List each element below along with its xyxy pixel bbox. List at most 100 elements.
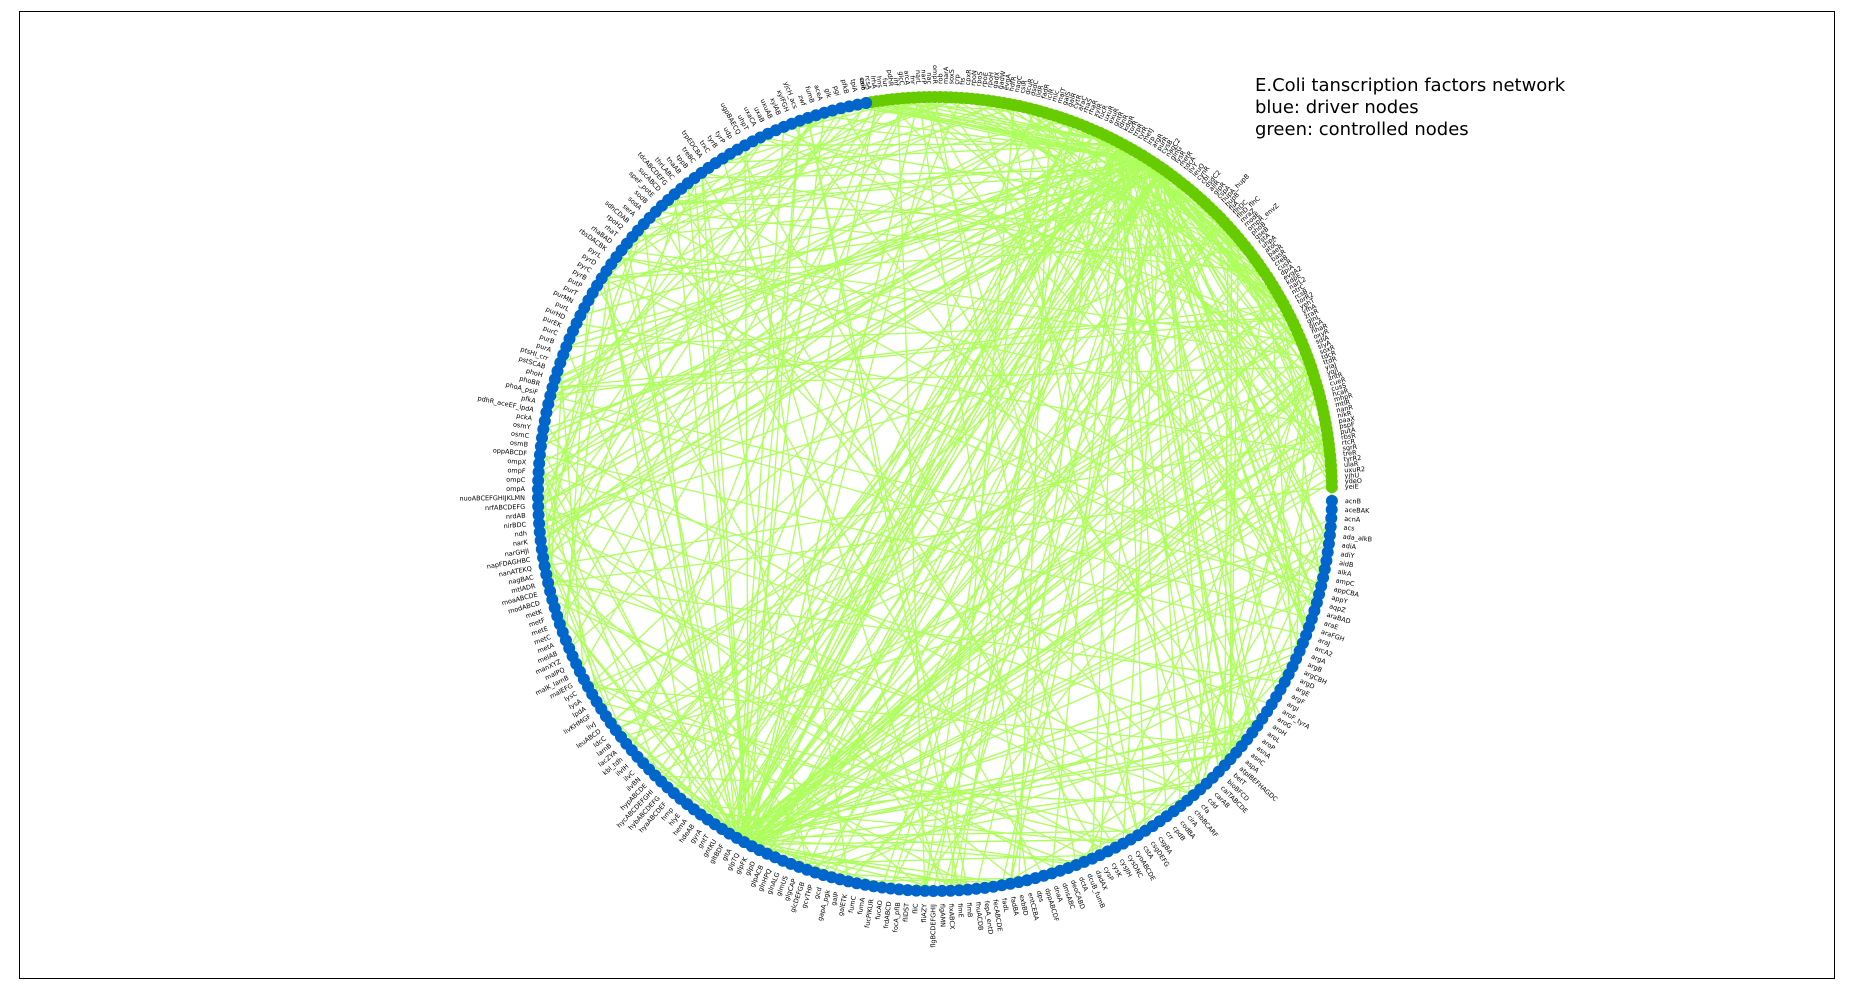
- node-label: nuoABCEFGHIJKLMN: [459, 494, 525, 503]
- network-edge: [736, 143, 1122, 839]
- node-label: alkA: [1337, 568, 1353, 579]
- network-edge: [591, 307, 1287, 695]
- node-label: aidB: [1339, 559, 1355, 569]
- driver-node: [532, 491, 544, 504]
- legend: E.Coli tanscription factors network blue…: [1255, 75, 1565, 141]
- network-edge: [552, 599, 1093, 860]
- node-label: fimB: [965, 902, 974, 917]
- node-label: fhuACDB: [974, 901, 985, 931]
- node-label: ydeO: [1345, 477, 1362, 486]
- driver-node: [918, 884, 931, 897]
- network-edge: [751, 126, 1086, 847]
- node-label: crr: [1164, 830, 1176, 842]
- network-edge: [606, 270, 1320, 595]
- node-label: rpoS: [975, 71, 985, 87]
- network-edge: [1113, 139, 1237, 753]
- network-edge: [601, 241, 1242, 279]
- node-label: lrhA: [869, 75, 879, 90]
- node-label: nikR: [1337, 409, 1353, 420]
- network-edge: [748, 593, 1320, 846]
- network-edge: [1064, 118, 1239, 239]
- network-edge: [654, 423, 1327, 777]
- network-edge: [934, 96, 1077, 866]
- network-edge: [583, 678, 1077, 866]
- network-edge: [673, 168, 1164, 794]
- node-label: fimE: [956, 903, 965, 918]
- node-label: ompR: [931, 65, 939, 84]
- node-label: zntR: [1327, 371, 1344, 383]
- node-label: fliDST: [902, 903, 911, 923]
- network-edge: [886, 99, 1122, 145]
- node-label: pckA: [516, 412, 534, 423]
- network-edge: [729, 725, 1258, 835]
- network-edge: [1280, 299, 1322, 587]
- network-edge: [568, 100, 878, 649]
- network-edge: [562, 264, 612, 633]
- network-edge: [923, 96, 1139, 836]
- network-edge: [735, 109, 1036, 839]
- network-edge: [550, 303, 1284, 397]
- node-label: nrfABCDEFG: [485, 503, 526, 512]
- network-edge: [642, 438, 1329, 764]
- network-edge: [747, 120, 801, 845]
- network-edge: [642, 762, 824, 876]
- network-edge: [1008, 103, 1139, 836]
- network-edge: [548, 486, 1332, 584]
- network-edge: [722, 158, 943, 892]
- node-label: gadW: [997, 70, 1008, 90]
- network-edge: [1193, 356, 1309, 796]
- network-edge: [631, 100, 883, 751]
- network-edge: [552, 366, 1312, 389]
- network-edge: [673, 97, 963, 794]
- network-edge: [544, 420, 824, 876]
- network-edge: [807, 117, 969, 890]
- node-label: rcsA: [863, 75, 873, 91]
- network-edge: [655, 102, 1004, 213]
- network-edge: [1218, 371, 1314, 772]
- node-label: gcd: [813, 886, 824, 900]
- network-edge: [721, 122, 1076, 830]
- node-label: pfkB: [839, 79, 850, 95]
- node-label: rpoE: [980, 72, 990, 88]
- network-edge: [687, 183, 750, 845]
- network-edge: [568, 156, 1146, 649]
- network-edge: [715, 142, 1122, 164]
- network-edge: [544, 565, 926, 892]
- driver-node: [1325, 494, 1338, 507]
- node-label: flgBCDEFGHIJ: [929, 904, 937, 948]
- network-edge: [541, 548, 1109, 852]
- node-label: osmB: [509, 439, 528, 449]
- network-edge: [736, 666, 1293, 839]
- network-edge: [539, 106, 850, 533]
- network-edge: [631, 97, 909, 751]
- node-label: fliAZY: [920, 904, 928, 923]
- network-edge: [766, 168, 1164, 855]
- network-edge: [541, 437, 1195, 796]
- node-label: caiF: [858, 77, 868, 92]
- network-edge: [1122, 168, 1164, 844]
- node-label: narK: [512, 538, 529, 548]
- node-label: yiaJ: [1324, 361, 1338, 372]
- network-edge: [751, 845, 1011, 885]
- network-edge: [559, 102, 867, 625]
- node-label: narGHJI: [504, 547, 529, 558]
- network-edge: [782, 777, 1213, 862]
- driver-node: [532, 466, 545, 479]
- network-edge: [915, 366, 1312, 891]
- network-edge: [976, 98, 1282, 300]
- node-label: flgAMN: [938, 904, 946, 927]
- network-edge: [587, 686, 1242, 747]
- network-edge: [766, 438, 1329, 855]
- node-label: dcuR: [1024, 77, 1036, 95]
- driver-node: [533, 517, 546, 530]
- node-label: nirBDC: [503, 520, 527, 530]
- network-edge: [1146, 157, 1330, 544]
- network-edge: [538, 463, 750, 845]
- node-label: araJ: [1317, 636, 1332, 648]
- network-edge: [605, 270, 695, 810]
- network-edge: [538, 230, 639, 524]
- network-edge: [735, 130, 1096, 839]
- network-edge: [544, 112, 825, 422]
- network-edge: [596, 700, 1139, 836]
- network-edge: [1120, 143, 1330, 544]
